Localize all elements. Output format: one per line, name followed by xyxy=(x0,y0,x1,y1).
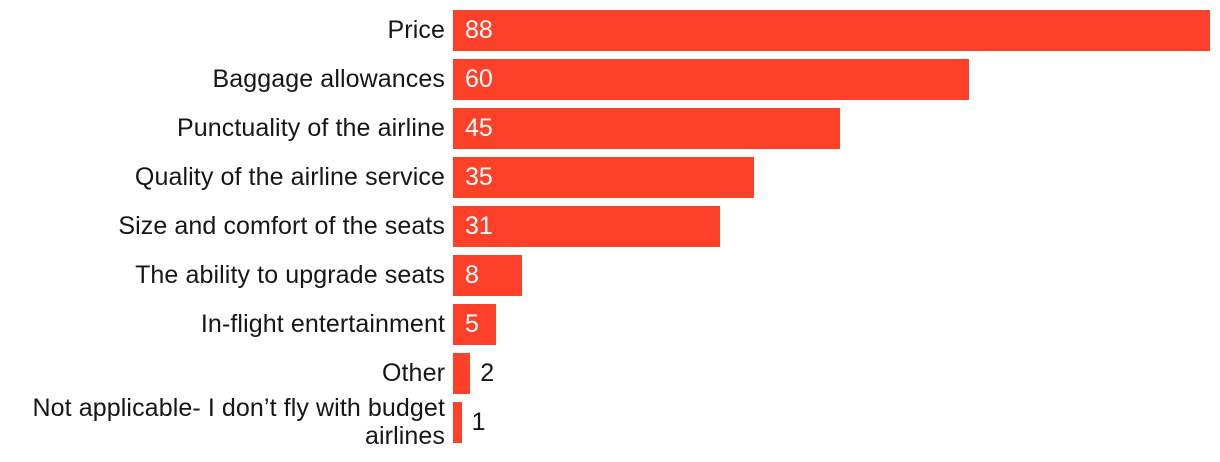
bar: 45 xyxy=(453,108,841,149)
horizontal-bar-chart: Price 88 Baggage allowances 60 Punctuality o… xyxy=(0,6,1220,450)
bar-row: The ability to upgrade seats 8 xyxy=(0,251,1220,300)
bar: 31 xyxy=(453,206,720,247)
value-label: 1 xyxy=(471,408,486,436)
bar-row: Other 2 xyxy=(0,349,1220,398)
category-label: Size and comfort of the seats xyxy=(118,211,445,240)
bar: 35 xyxy=(453,157,755,198)
value-label: 60 xyxy=(465,65,493,93)
bar: 5 xyxy=(453,304,496,345)
bar-track: 1 xyxy=(453,402,1210,443)
bar-row: In-flight entertainment 5 xyxy=(0,300,1220,349)
bar-track: 8 xyxy=(453,255,1210,296)
category-label: Not applicable- I don’t fly with budget … xyxy=(32,394,445,450)
bar: 60 xyxy=(453,59,970,100)
bar-track: 31 xyxy=(453,206,1210,247)
category-label: The ability to upgrade seats xyxy=(135,260,445,289)
value-label: 31 xyxy=(465,212,493,240)
bar-track: 5 xyxy=(453,304,1210,345)
bar xyxy=(453,402,462,443)
bar-row: Punctuality of the airline 45 xyxy=(0,104,1220,153)
category-label: Price xyxy=(387,15,445,44)
category-label: Other xyxy=(381,358,445,387)
category-label: In-flight entertainment xyxy=(200,309,445,338)
bar-track: 60 xyxy=(453,59,1210,100)
value-label: 45 xyxy=(465,114,493,142)
category-label: Quality of the airline service xyxy=(134,162,445,191)
value-label: 35 xyxy=(465,163,493,191)
value-label: 5 xyxy=(465,310,479,338)
bar-track: 45 xyxy=(453,108,1210,149)
category-label: Punctuality of the airline xyxy=(176,113,445,142)
bar-track: 35 xyxy=(453,157,1210,198)
bar xyxy=(453,353,471,394)
value-label: 88 xyxy=(465,16,493,44)
bar-track: 88 xyxy=(453,10,1210,51)
bar-row: Not applicable- I don’t fly with budget … xyxy=(0,394,1220,450)
bar-track: 2 xyxy=(453,353,1210,394)
bar: 8 xyxy=(453,255,522,296)
bar: 88 xyxy=(453,10,1210,51)
bar-row: Size and comfort of the seats 31 xyxy=(0,202,1220,251)
bar-row: Quality of the airline service 35 xyxy=(0,153,1220,202)
category-label: Baggage allowances xyxy=(212,64,445,93)
value-label: 8 xyxy=(465,261,479,289)
bar-row: Price 88 xyxy=(0,6,1220,55)
value-label: 2 xyxy=(480,359,495,387)
bar-row: Baggage allowances 60 xyxy=(0,55,1220,104)
